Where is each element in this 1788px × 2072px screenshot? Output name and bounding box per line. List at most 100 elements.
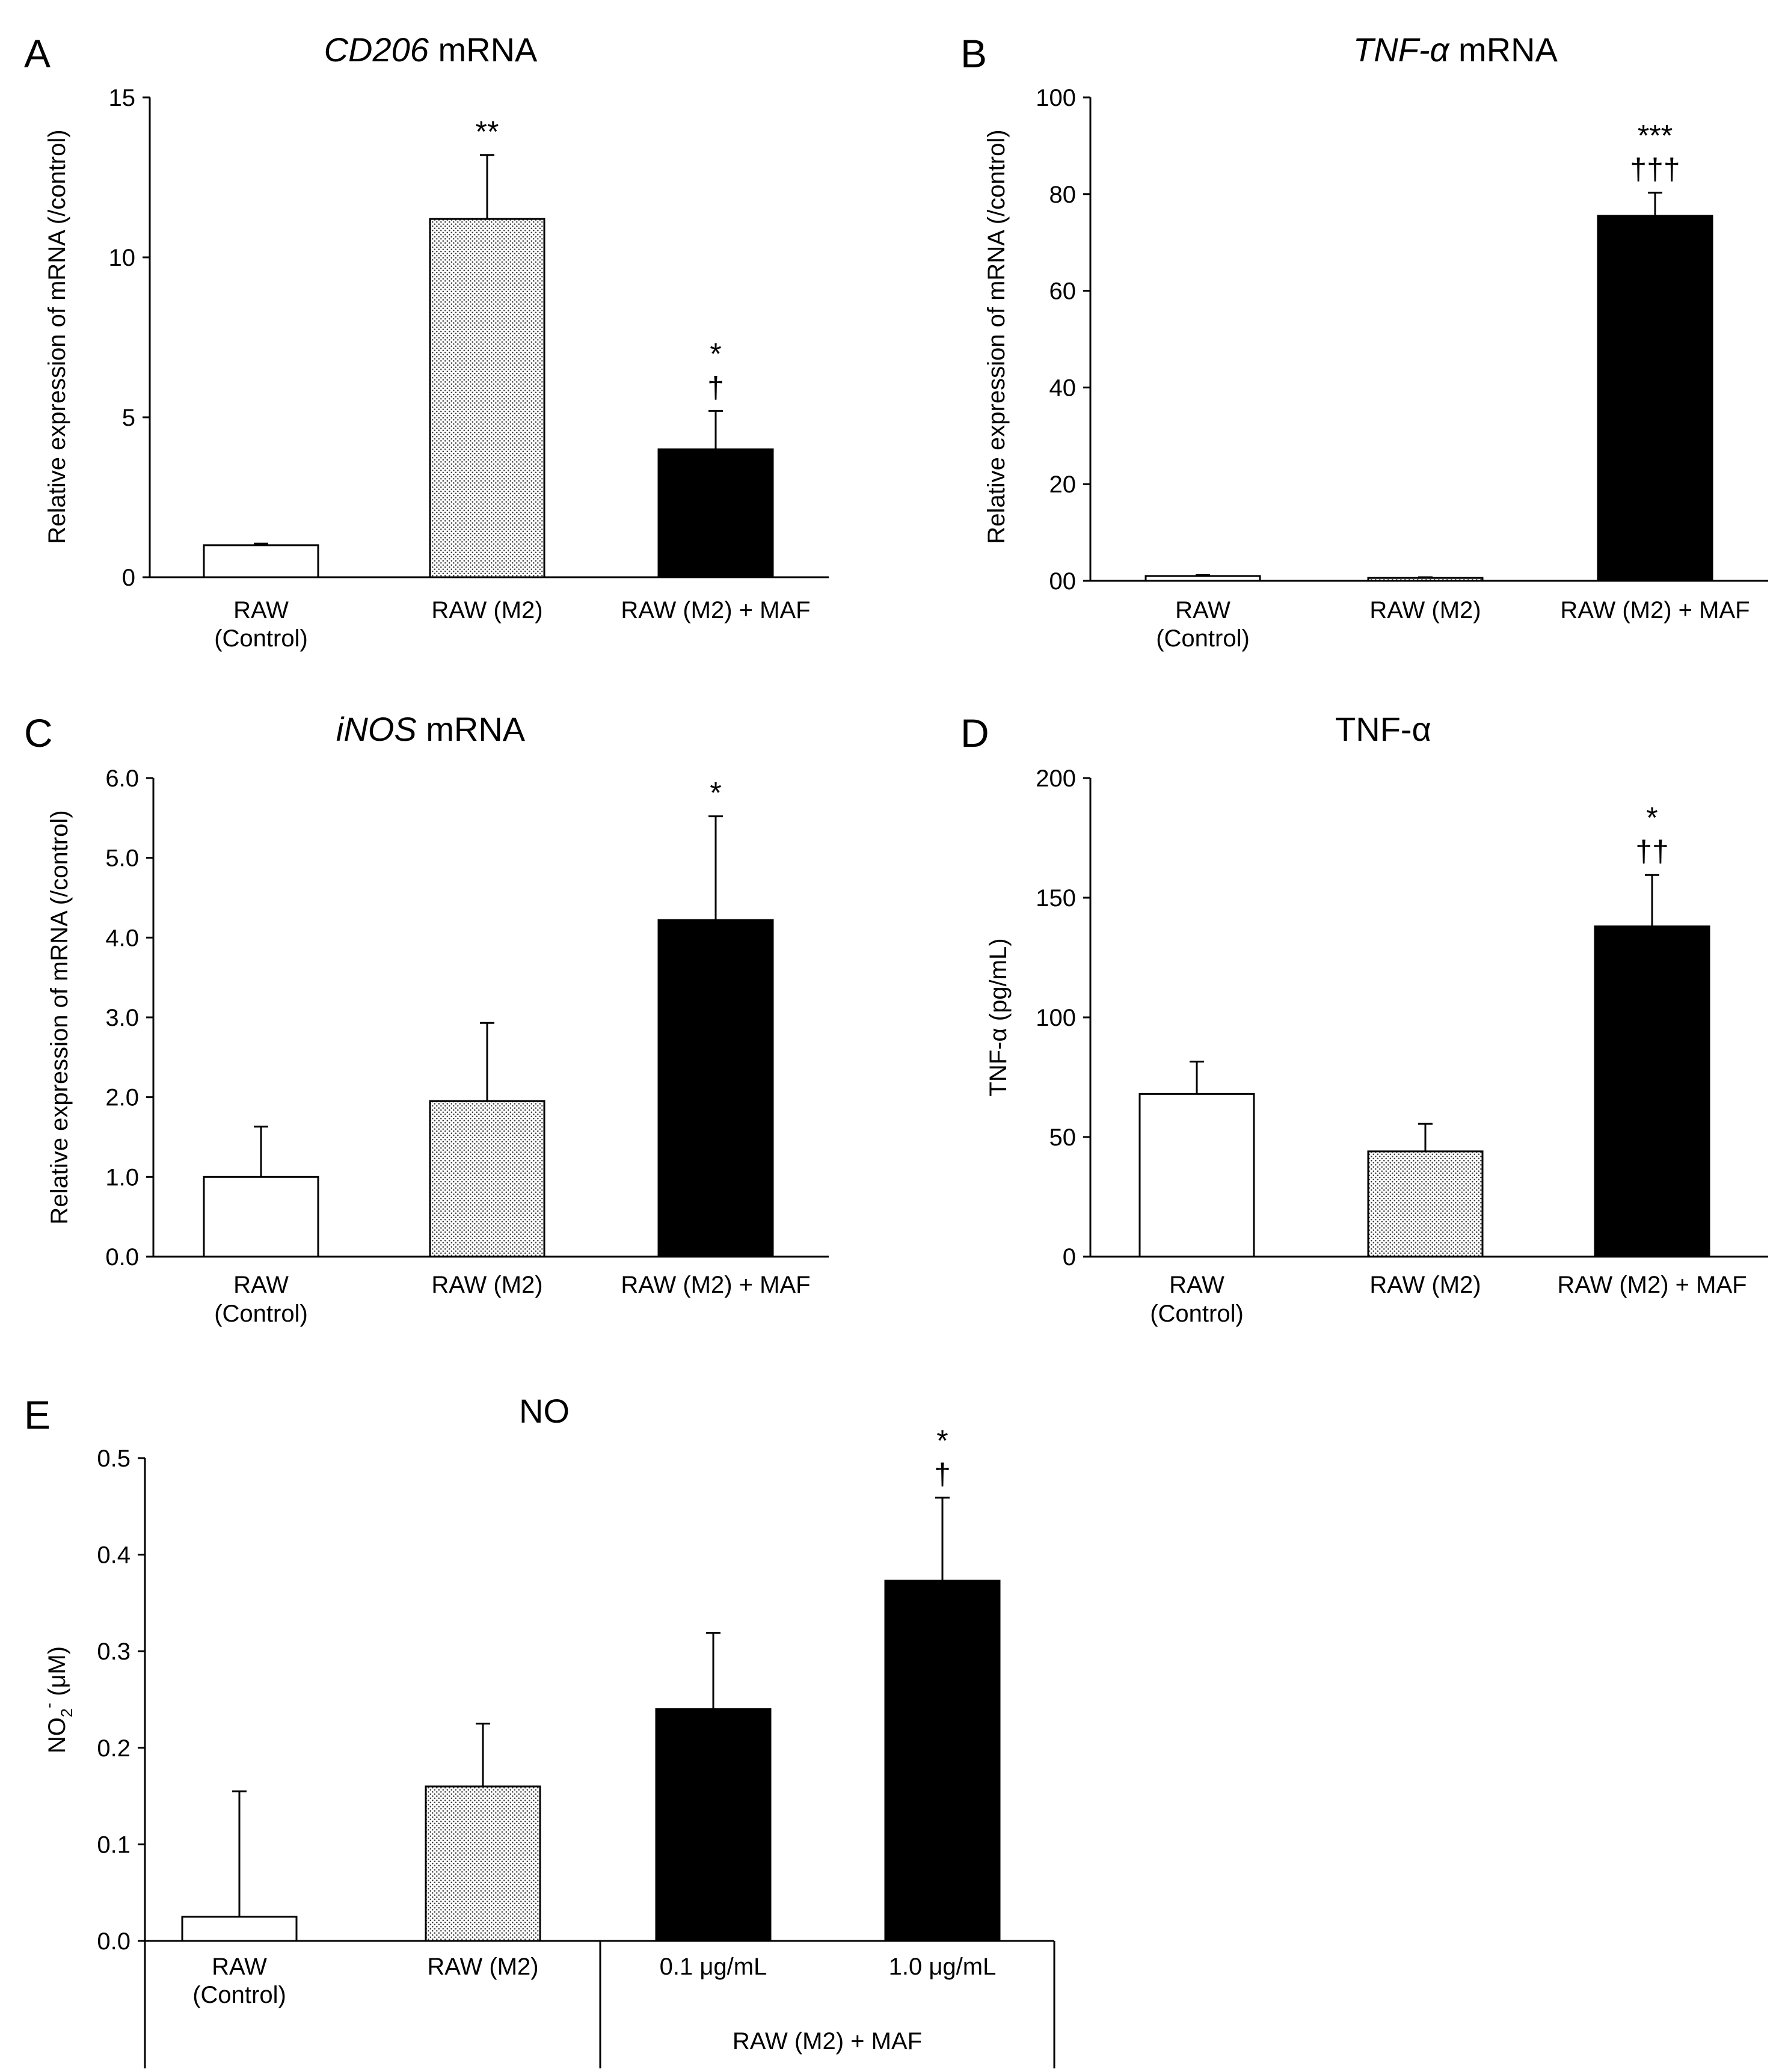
chart-title: NO [519,1392,570,1430]
category-label: 0.1 μg/mL [660,1954,767,1980]
y-axis-label: TNF-α (pg/mL) [985,938,1012,1096]
y-tick-label: 5.0 [105,845,139,872]
chart-title-text: mRNA [429,31,538,69]
y-axis-label-sup: - [40,1703,58,1708]
bar [203,1175,319,1258]
category-label: RAW [1169,1272,1224,1298]
y-tick-label: 4.0 [105,925,139,951]
bar [1138,1093,1255,1258]
panel-d: D TNF-α TNF-α (pg/mL) 0 50 100 150 200 RAW (Contr… [960,710,1768,1327]
y-tick-label: 00 [1049,568,1077,595]
y-tick-label: 0.0 [97,1928,131,1955]
chart-title-italic: iNOS [336,710,417,748]
panel-a: A CD206 mRNA Relative expression of mRNA (… [24,31,829,652]
y-tick-label: 0.2 [97,1735,131,1762]
chart-title-italic: CD206 [324,31,429,69]
y-axis-label: Relative expression of mRNA (/control) [46,810,73,1224]
bar [181,1916,298,1942]
significance-mark: ††† [1630,152,1680,186]
chart-title: iNOS mRNA [336,710,526,748]
y-tick-label: 80 [1049,182,1077,208]
y-tick-label: 20 [1049,471,1077,498]
category-label: RAW (M2) [427,1954,538,1980]
panel-letter: B [960,31,987,76]
bar [657,448,774,578]
y-tick-label: 0.4 [97,1542,131,1569]
significance-mark: *** [1638,118,1673,152]
category-label: RAW (M2) [431,597,542,624]
y-tick-label: 6.0 [105,765,139,792]
bar [1367,577,1484,582]
chart-title-text: mRNA [1449,31,1558,69]
bar [1144,575,1261,582]
category-label: RAW [233,597,289,624]
bar [1597,215,1713,582]
significance-mark: * [1646,801,1657,835]
y-tick-label: 100 [1036,85,1076,111]
y-axis-label: Relative expression of mRNA (/control) [44,129,70,544]
chart-title: TNF-α mRNA [1353,31,1558,69]
significance-mark: † [934,1457,951,1491]
panel-letter: D [960,711,989,755]
significance-mark: * [936,1424,948,1457]
chart-title-italic: TNF-α [1353,31,1451,69]
y-tick-label: 150 [1036,885,1076,912]
y-tick-label: 0.3 [97,1638,131,1665]
bar [429,218,545,578]
significance-mark: ** [476,115,499,149]
category-label: RAW [233,1272,289,1298]
y-tick-label: 15 [109,85,136,111]
y-axis-label: NO2- (μM) [40,1646,76,1753]
y-axis-label-main: NO [44,1717,70,1753]
y-tick-label: 0 [122,565,135,591]
panel-letter: C [24,711,53,755]
y-tick-label: 3.0 [105,1005,139,1031]
panel-letter: E [24,1393,51,1437]
category-label: (Control) [192,1982,286,2008]
y-axis-label: Relative expression of mRNA (/control) [983,129,1010,544]
bar [657,919,774,1258]
y-axis-label-unit: (μM) [44,1646,70,1703]
y-tick-label: 40 [1049,375,1077,401]
y-tick-label: 60 [1049,278,1077,305]
y-tick-label: 0.0 [105,1244,139,1270]
bar [655,1708,772,1942]
category-label: RAW (M2) + MAF [1560,597,1750,624]
chart-title: TNF-α [1335,710,1431,748]
category-label: RAW (M2) [1369,597,1481,624]
category-label: (Control) [214,625,308,652]
significance-mark: * [710,337,721,370]
y-tick-label: 50 [1049,1124,1077,1151]
y-tick-label: 0.5 [97,1445,131,1472]
category-label: (Control) [214,1301,308,1327]
category-label: (Control) [1150,1301,1244,1327]
category-label: RAW (M2) + MAF [621,597,810,624]
category-label: RAW (M2) + MAF [621,1272,810,1298]
chart-title-text: mRNA [417,710,526,748]
y-tick-label: 0.1 [97,1831,131,1858]
y-tick-label: 10 [109,245,136,271]
category-label: RAW (M2) + MAF [1557,1272,1747,1298]
significance-mark: †† [1635,835,1669,868]
significance-mark: * [710,776,721,810]
category-label: RAW [212,1954,267,1980]
panel-b: B TNF-α mRNA Relative expression of mRNA (… [960,31,1768,652]
category-label: (Control) [1156,625,1250,652]
category-label: RAW [1175,597,1230,624]
significance-mark: † [707,370,724,404]
bar [1367,1150,1484,1258]
chart-title-text: TNF-α [1335,710,1431,748]
y-tick-label: 100 [1036,1005,1076,1031]
bar [1594,925,1710,1258]
y-tick-label: 2.0 [105,1085,139,1111]
bar [203,544,319,578]
bar [884,1580,1001,1942]
y-tick-label: 0 [1063,1244,1076,1270]
bar [429,1100,545,1258]
bar [425,1785,541,1942]
y-tick-label: 1.0 [105,1164,139,1191]
group-label: RAW (M2) + MAF [733,2028,922,2055]
